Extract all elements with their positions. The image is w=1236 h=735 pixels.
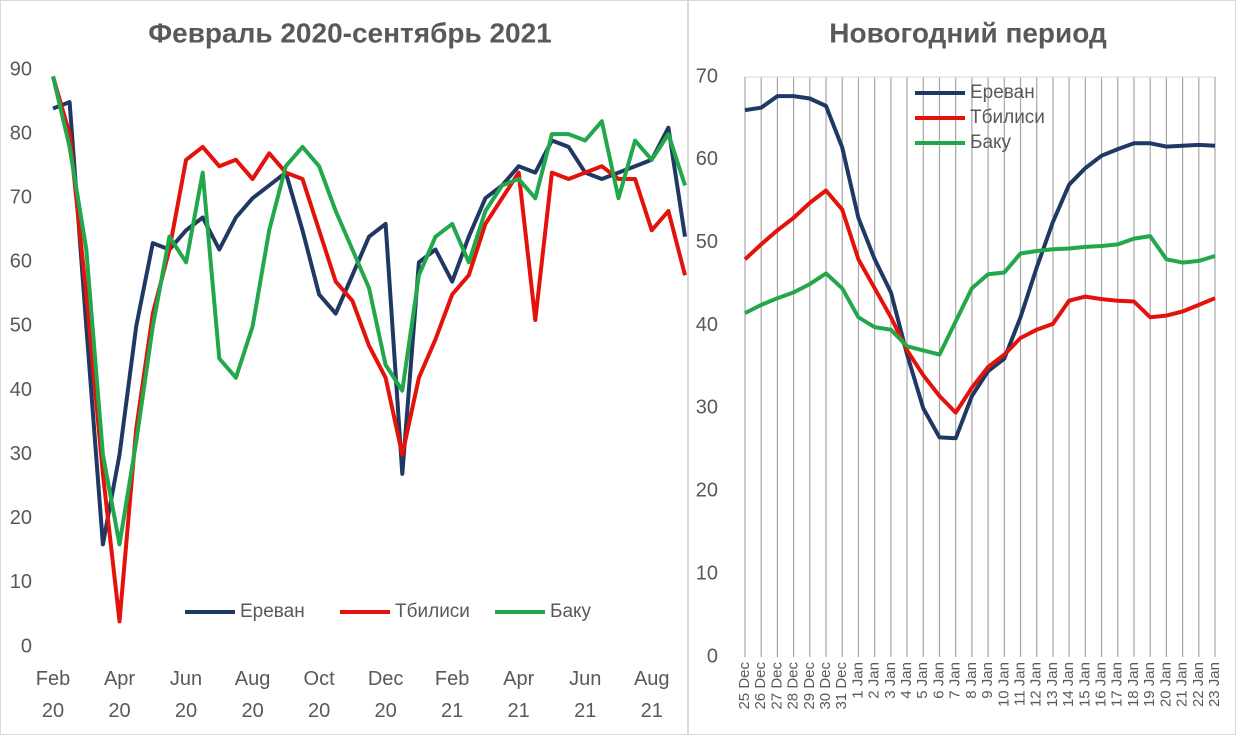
- legend-label: Тбилиси: [970, 107, 1045, 128]
- chart-title: Новогодний период: [829, 17, 1107, 48]
- x-tick-label: 15 Jan: [1076, 662, 1093, 707]
- x-tick-label: Apr 20: [103, 668, 136, 722]
- y-tick-label: 10: [10, 571, 32, 593]
- x-tick-label: 9 Jan: [979, 662, 996, 699]
- y-tick-label: 10: [696, 562, 718, 584]
- x-tick-label: Dec 20: [367, 668, 404, 722]
- x-tick-label: Feb 20: [35, 668, 71, 722]
- y-tick-label: 60: [10, 251, 32, 273]
- x-tick-label: 10 Jan: [995, 662, 1012, 707]
- legend-label: Баку: [970, 132, 1012, 153]
- y-tick-label: 90: [10, 58, 32, 80]
- x-tick-label: 14 Jan: [1060, 662, 1077, 707]
- x-tick-label: 1 Jan: [849, 662, 866, 699]
- x-tick-label: 18 Jan: [1125, 662, 1142, 707]
- series-line: [744, 94, 1216, 441]
- x-tick-label: 11 Jan: [1011, 662, 1028, 706]
- chart-title: Февраль 2020-сентябрь 2021: [148, 17, 552, 48]
- x-tick-label: 8 Jan: [963, 662, 980, 699]
- series-line: [52, 100, 687, 547]
- y-tick-label: 0: [21, 635, 32, 657]
- legend-label: Тбилиси: [395, 601, 470, 622]
- x-tick-label: 2 Jan: [866, 662, 883, 699]
- x-tick-label: 21 Jan: [1174, 662, 1191, 707]
- series-line: [51, 75, 687, 547]
- x-tick-label: 13 Jan: [1044, 662, 1061, 707]
- x-tick-label: 5 Jan: [914, 662, 931, 699]
- x-tick-label: Aug 21: [633, 668, 670, 722]
- series-line: [743, 188, 1216, 415]
- x-tick-label: 17 Jan: [1109, 662, 1126, 707]
- x-tick-label: 19 Jan: [1141, 662, 1158, 707]
- x-tick-label: 22 Jan: [1190, 662, 1207, 707]
- x-tick-label: Jun 21: [569, 668, 602, 722]
- series-line: [744, 234, 1216, 357]
- y-tick-label: 70: [696, 65, 718, 87]
- x-tick-label: 23 Jan: [1206, 662, 1223, 707]
- x-tick-label: 20 Jan: [1157, 662, 1174, 707]
- y-tick-label: 50: [696, 231, 718, 253]
- x-tick-label: 6 Jan: [930, 662, 947, 699]
- x-tick-label: Feb 21: [434, 668, 470, 722]
- x-tick-label: Apr 21: [503, 668, 535, 722]
- y-tick-label: 30: [10, 443, 32, 465]
- x-tick-label: 30 Dec: [817, 662, 834, 710]
- y-tick-label: 80: [10, 122, 32, 144]
- y-tick-label: 0: [707, 645, 718, 667]
- x-tick-label: 31 Dec: [833, 662, 850, 710]
- x-tick-label: 12 Jan: [1028, 662, 1045, 707]
- x-tick-label: 29 Dec: [801, 662, 818, 710]
- x-tick-label: 25 Dec: [736, 662, 753, 710]
- x-tick-label: Oct 20: [303, 668, 335, 722]
- y-tick-label: 60: [696, 148, 718, 170]
- y-tick-label: 30: [696, 397, 718, 419]
- x-tick-label: Jun 20: [169, 668, 203, 722]
- x-tick-label: Aug 20: [234, 668, 271, 722]
- x-tick-label: 4 Jan: [898, 662, 915, 699]
- legend-label: Ереван: [240, 601, 305, 622]
- y-tick-label: 40: [10, 379, 32, 401]
- y-tick-label: 20: [696, 480, 718, 502]
- x-tick-label: 26 Dec: [752, 662, 769, 710]
- x-tick-label: 27 Dec: [768, 662, 785, 710]
- y-tick-label: 20: [10, 507, 32, 529]
- x-tick-label: 28 Dec: [785, 662, 802, 710]
- x-tick-label: 16 Jan: [1093, 662, 1110, 707]
- legend-label: Баку: [550, 601, 592, 622]
- y-tick-label: 40: [696, 314, 718, 336]
- legend-label: Ереван: [970, 82, 1035, 103]
- x-tick-label: 3 Jan: [882, 662, 899, 699]
- x-tick-label: 7 Jan: [947, 662, 964, 699]
- y-tick-label: 50: [10, 315, 32, 337]
- y-tick-label: 70: [10, 187, 32, 209]
